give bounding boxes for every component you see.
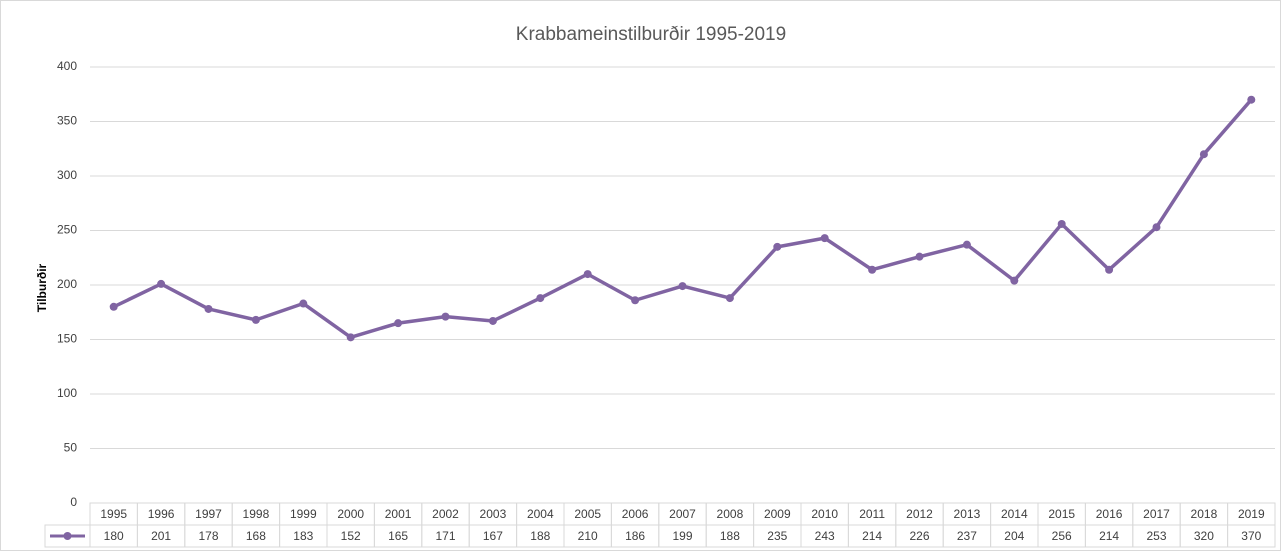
x-tick-label: 2015 bbox=[1048, 507, 1075, 521]
x-tick-label: 2005 bbox=[574, 507, 601, 521]
data-point bbox=[536, 294, 545, 303]
data-point bbox=[631, 296, 640, 305]
data-point bbox=[820, 234, 829, 243]
x-tick-label: 1997 bbox=[195, 507, 222, 521]
table-value: 214 bbox=[862, 529, 882, 543]
table-value: 165 bbox=[388, 529, 408, 543]
table-value: 199 bbox=[672, 529, 692, 543]
data-point bbox=[1105, 265, 1114, 274]
x-tick-label: 2001 bbox=[385, 507, 412, 521]
x-tick-label: 2019 bbox=[1238, 507, 1265, 521]
y-tick-label: 300 bbox=[57, 168, 77, 182]
x-tick-label: 2010 bbox=[811, 507, 838, 521]
data-point bbox=[441, 312, 450, 321]
x-tick-label: 1998 bbox=[243, 507, 270, 521]
table-value: 256 bbox=[1052, 529, 1072, 543]
data-point bbox=[394, 319, 403, 328]
table-value: 243 bbox=[815, 529, 835, 543]
table-value: 214 bbox=[1099, 529, 1119, 543]
table-value: 226 bbox=[909, 529, 929, 543]
table-value: 210 bbox=[578, 529, 598, 543]
x-tick-label: 2018 bbox=[1191, 507, 1218, 521]
table-value: 237 bbox=[957, 529, 977, 543]
table-value: 235 bbox=[767, 529, 787, 543]
x-tick-label: 2000 bbox=[337, 507, 364, 521]
x-tick-label: 2008 bbox=[717, 507, 744, 521]
table-value: 253 bbox=[1146, 529, 1166, 543]
table-value: 168 bbox=[246, 529, 266, 543]
data-point bbox=[1057, 219, 1066, 228]
table-value: 201 bbox=[151, 529, 171, 543]
x-tick-label: 2012 bbox=[906, 507, 933, 521]
x-tick-label: 2016 bbox=[1096, 507, 1123, 521]
x-tick-label: 1995 bbox=[100, 507, 127, 521]
y-tick-label: 0 bbox=[70, 495, 77, 509]
y-tick-label: 350 bbox=[57, 114, 77, 128]
x-tick-label: 2013 bbox=[954, 507, 981, 521]
data-point bbox=[962, 240, 971, 249]
data-point bbox=[915, 252, 924, 261]
table-value: 167 bbox=[483, 529, 503, 543]
data-point bbox=[583, 270, 592, 279]
table-cell bbox=[1227, 524, 1276, 548]
legend-key-marker bbox=[63, 532, 72, 540]
data-point bbox=[251, 315, 260, 324]
table-value: 178 bbox=[198, 529, 218, 543]
x-tick-label: 2017 bbox=[1143, 507, 1170, 521]
x-tick-label: 1999 bbox=[290, 507, 317, 521]
x-tick-label: 2009 bbox=[764, 507, 791, 521]
x-tick-label: 2014 bbox=[1001, 507, 1028, 521]
y-tick-label: 100 bbox=[57, 386, 77, 400]
data-point bbox=[868, 265, 877, 274]
table-value: 183 bbox=[293, 529, 313, 543]
x-tick-label: 2003 bbox=[480, 507, 507, 521]
x-tick-label: 2006 bbox=[622, 507, 649, 521]
data-point bbox=[773, 242, 782, 251]
data-point bbox=[157, 279, 166, 288]
chart-title: Krabbameinstilburðir 1995-2019 bbox=[516, 24, 786, 45]
data-point bbox=[725, 294, 734, 303]
table-value: 171 bbox=[435, 529, 455, 543]
y-tick-label: 250 bbox=[57, 223, 77, 237]
x-tick-label: 1996 bbox=[148, 507, 175, 521]
data-point bbox=[1010, 276, 1019, 285]
y-axis-label: Tilburðir bbox=[35, 263, 49, 312]
table-value: 204 bbox=[1004, 529, 1024, 543]
data-point bbox=[346, 333, 355, 342]
data-point bbox=[1152, 223, 1161, 232]
table-value: 152 bbox=[341, 529, 361, 543]
x-tick-label: 2004 bbox=[527, 507, 554, 521]
table-value: 186 bbox=[625, 529, 645, 543]
x-tick-label: 2011 bbox=[859, 507, 885, 521]
data-point bbox=[299, 299, 308, 308]
y-tick-label: 150 bbox=[57, 332, 77, 346]
y-tick-label: 200 bbox=[57, 277, 77, 291]
data-point bbox=[204, 304, 213, 313]
table-value: 320 bbox=[1194, 529, 1214, 543]
data-point bbox=[488, 316, 497, 325]
x-tick-label: 2002 bbox=[432, 507, 459, 521]
y-tick-label: 400 bbox=[57, 59, 77, 73]
table-value: 188 bbox=[530, 529, 550, 543]
data-point bbox=[1199, 150, 1208, 159]
data-point bbox=[678, 282, 687, 291]
y-tick-label: 50 bbox=[64, 441, 78, 455]
table-value: 188 bbox=[720, 529, 740, 543]
table-value: 180 bbox=[104, 529, 124, 543]
data-point bbox=[109, 302, 118, 311]
data-point bbox=[1247, 95, 1256, 104]
table-value: 370 bbox=[1241, 529, 1261, 543]
x-tick-label: 2007 bbox=[669, 507, 696, 521]
